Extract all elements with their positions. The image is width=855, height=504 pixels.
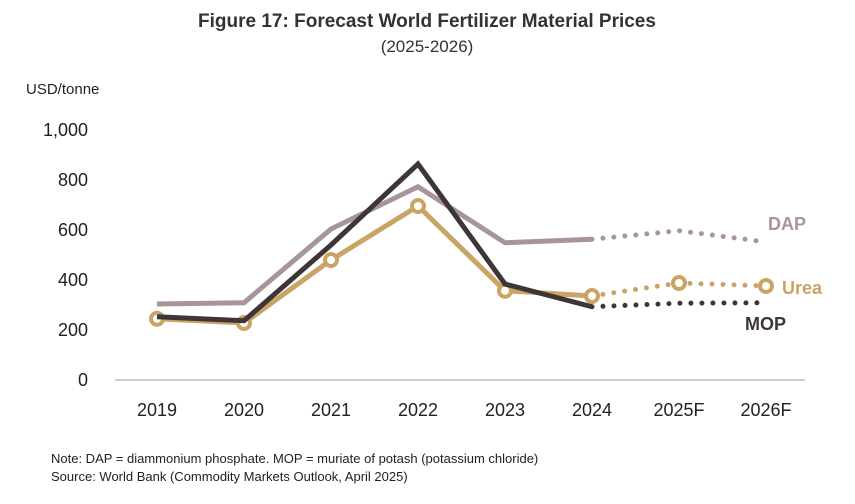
x-tick-label: 2023 — [485, 400, 525, 420]
y-axis-label: USD/tonne — [26, 81, 99, 98]
note-text: Note: DAP = diammonium phosphate. MOP = … — [51, 451, 538, 466]
x-tick-label: 2024 — [572, 400, 612, 420]
data-point — [671, 275, 687, 291]
x-tick-label: 2020 — [224, 400, 264, 420]
chart-subtitle: (2025-2026) — [381, 37, 474, 56]
x-tick-label: 2025F — [653, 400, 704, 420]
data-point — [323, 252, 339, 268]
series-line-forecast — [589, 228, 769, 245]
y-tick-label: 0 — [78, 370, 88, 390]
y-tick-label: 1,000 — [43, 120, 88, 140]
series-mop: MOP — [156, 160, 786, 334]
series-label: MOP — [745, 314, 786, 334]
x-tick-label: 2021 — [311, 400, 351, 420]
series-label: Urea — [782, 278, 823, 298]
source-text: Source: World Bank (Commodity Markets Ou… — [51, 469, 408, 484]
series-label: DAP — [768, 214, 806, 234]
y-tick-label: 600 — [58, 220, 88, 240]
y-tick-label: 400 — [58, 270, 88, 290]
data-point — [410, 198, 426, 214]
x-tick-label: 2019 — [137, 400, 177, 420]
data-point — [584, 288, 600, 304]
x-tick-label: 2022 — [398, 400, 438, 420]
series-urea: Urea — [149, 198, 823, 331]
data-point — [758, 278, 774, 294]
series-dap: DAP — [156, 183, 806, 307]
series-line-actual — [156, 160, 593, 324]
series-line-forecast — [589, 300, 769, 310]
y-tick-label: 800 — [58, 170, 88, 190]
chart-title: Figure 17: Forecast World Fertilizer Mat… — [198, 11, 656, 32]
x-tick-label: 2026F — [740, 400, 791, 420]
y-tick-label: 200 — [58, 320, 88, 340]
